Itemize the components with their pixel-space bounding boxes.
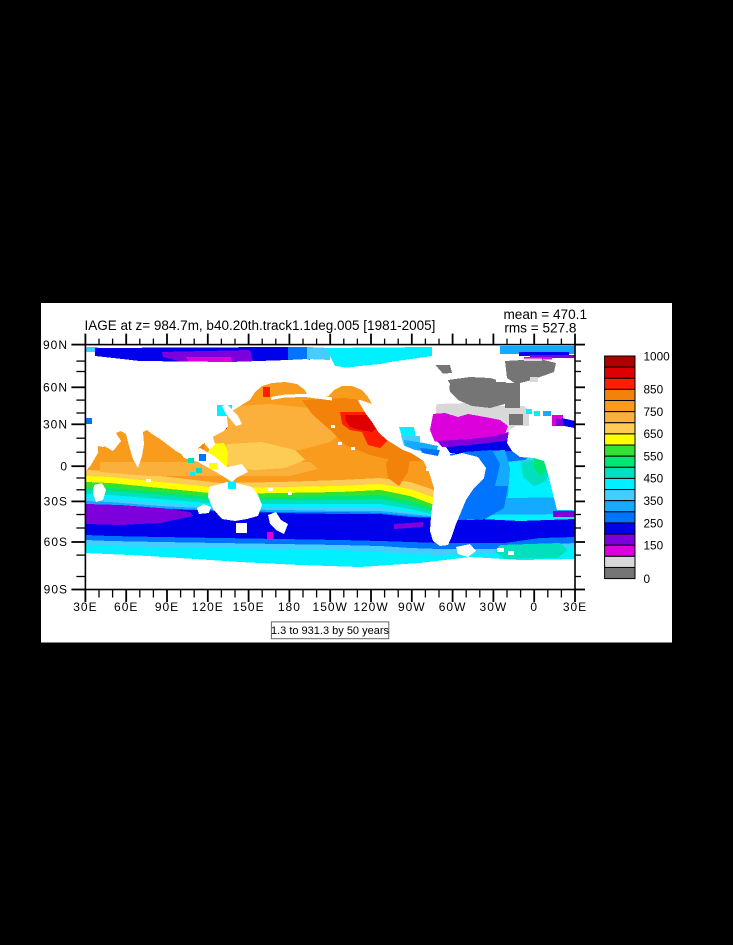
- svg-text:60S: 60S: [44, 535, 68, 549]
- svg-text:650: 650: [644, 427, 664, 441]
- svg-text:1.3 to 931.3 by 50 years: 1.3 to 931.3 by 50 years: [271, 625, 390, 637]
- svg-text:60N: 60N: [43, 381, 68, 395]
- svg-text:60W: 60W: [439, 600, 467, 614]
- svg-text:150E: 150E: [233, 600, 265, 614]
- svg-text:180: 180: [278, 600, 301, 614]
- svg-text:1000: 1000: [644, 349, 671, 363]
- svg-text:150W: 150W: [313, 600, 348, 614]
- svg-text:90N: 90N: [43, 338, 68, 352]
- svg-text:750: 750: [644, 405, 664, 419]
- svg-text:rms = 527.8: rms = 527.8: [504, 321, 576, 336]
- svg-text:30S: 30S: [44, 495, 68, 509]
- svg-text:150: 150: [644, 539, 664, 553]
- svg-text:120E: 120E: [192, 600, 224, 614]
- svg-text:250: 250: [644, 516, 664, 530]
- svg-text:550: 550: [644, 449, 664, 463]
- svg-text:850: 850: [644, 383, 664, 397]
- svg-text:120W: 120W: [353, 600, 388, 614]
- svg-text:350: 350: [644, 494, 664, 508]
- svg-text:90E: 90E: [155, 600, 179, 614]
- svg-text:90S: 90S: [44, 583, 68, 597]
- svg-text:0: 0: [60, 459, 68, 473]
- svg-text:30W: 30W: [480, 600, 508, 614]
- svg-text:mean = 470.1: mean = 470.1: [503, 307, 587, 322]
- svg-text:90W: 90W: [398, 600, 426, 614]
- svg-text:0: 0: [530, 600, 538, 614]
- svg-text:30E: 30E: [73, 600, 97, 614]
- svg-text:60E: 60E: [114, 600, 138, 614]
- svg-text:0: 0: [644, 572, 651, 586]
- svg-text:450: 450: [644, 472, 664, 486]
- svg-text:30N: 30N: [43, 418, 68, 432]
- svg-text:IAGE at z= 984.7m, b40.20th.tr: IAGE at z= 984.7m, b40.20th.track1.1deg.…: [85, 318, 436, 333]
- svg-text:30E: 30E: [563, 600, 587, 614]
